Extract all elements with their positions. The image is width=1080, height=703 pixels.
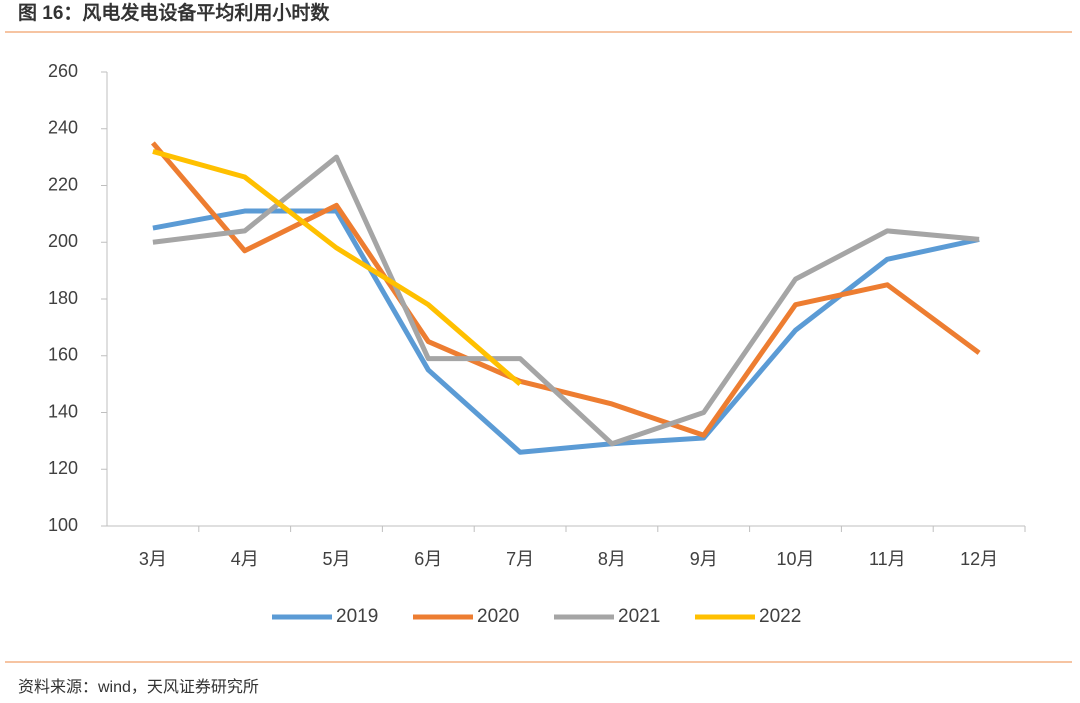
y-tick-label: 240 bbox=[48, 118, 78, 138]
series-line bbox=[152, 154, 980, 447]
y-tick-label: 100 bbox=[48, 515, 78, 535]
y-tick-label: 160 bbox=[48, 345, 78, 365]
legend-label: 2019 bbox=[336, 606, 378, 627]
y-tick-label: 140 bbox=[48, 401, 78, 421]
series-line bbox=[152, 149, 522, 387]
y-tick-label: 220 bbox=[48, 174, 78, 194]
series-line bbox=[150, 141, 981, 438]
x-tick-label: 8月 bbox=[598, 549, 626, 569]
source-note: 资料来源：wind，天风证券研究所 bbox=[18, 678, 259, 696]
legend-label: 2020 bbox=[477, 606, 519, 627]
x-tick-label: 7月 bbox=[506, 549, 534, 569]
x-tick-label: 3月 bbox=[139, 549, 167, 569]
legend-label: 2021 bbox=[618, 606, 660, 627]
y-tick-label: 200 bbox=[48, 231, 78, 251]
y-tick-label: 180 bbox=[48, 288, 78, 308]
x-tick-label: 11月 bbox=[869, 549, 906, 569]
y-tick-label: 120 bbox=[48, 458, 78, 478]
chart-title: 图 16：风电发电设备平均利用小时数 bbox=[18, 1, 330, 24]
x-tick-label: 10月 bbox=[776, 549, 814, 569]
x-tick-label: 6月 bbox=[414, 549, 442, 569]
x-tick-label: 9月 bbox=[690, 549, 718, 569]
x-tick-label: 5月 bbox=[322, 549, 350, 569]
legend-label: 2022 bbox=[759, 606, 801, 627]
x-tick-label: 4月 bbox=[231, 549, 259, 569]
x-tick-label: 12月 bbox=[960, 549, 998, 569]
y-tick-label: 260 bbox=[48, 61, 78, 81]
